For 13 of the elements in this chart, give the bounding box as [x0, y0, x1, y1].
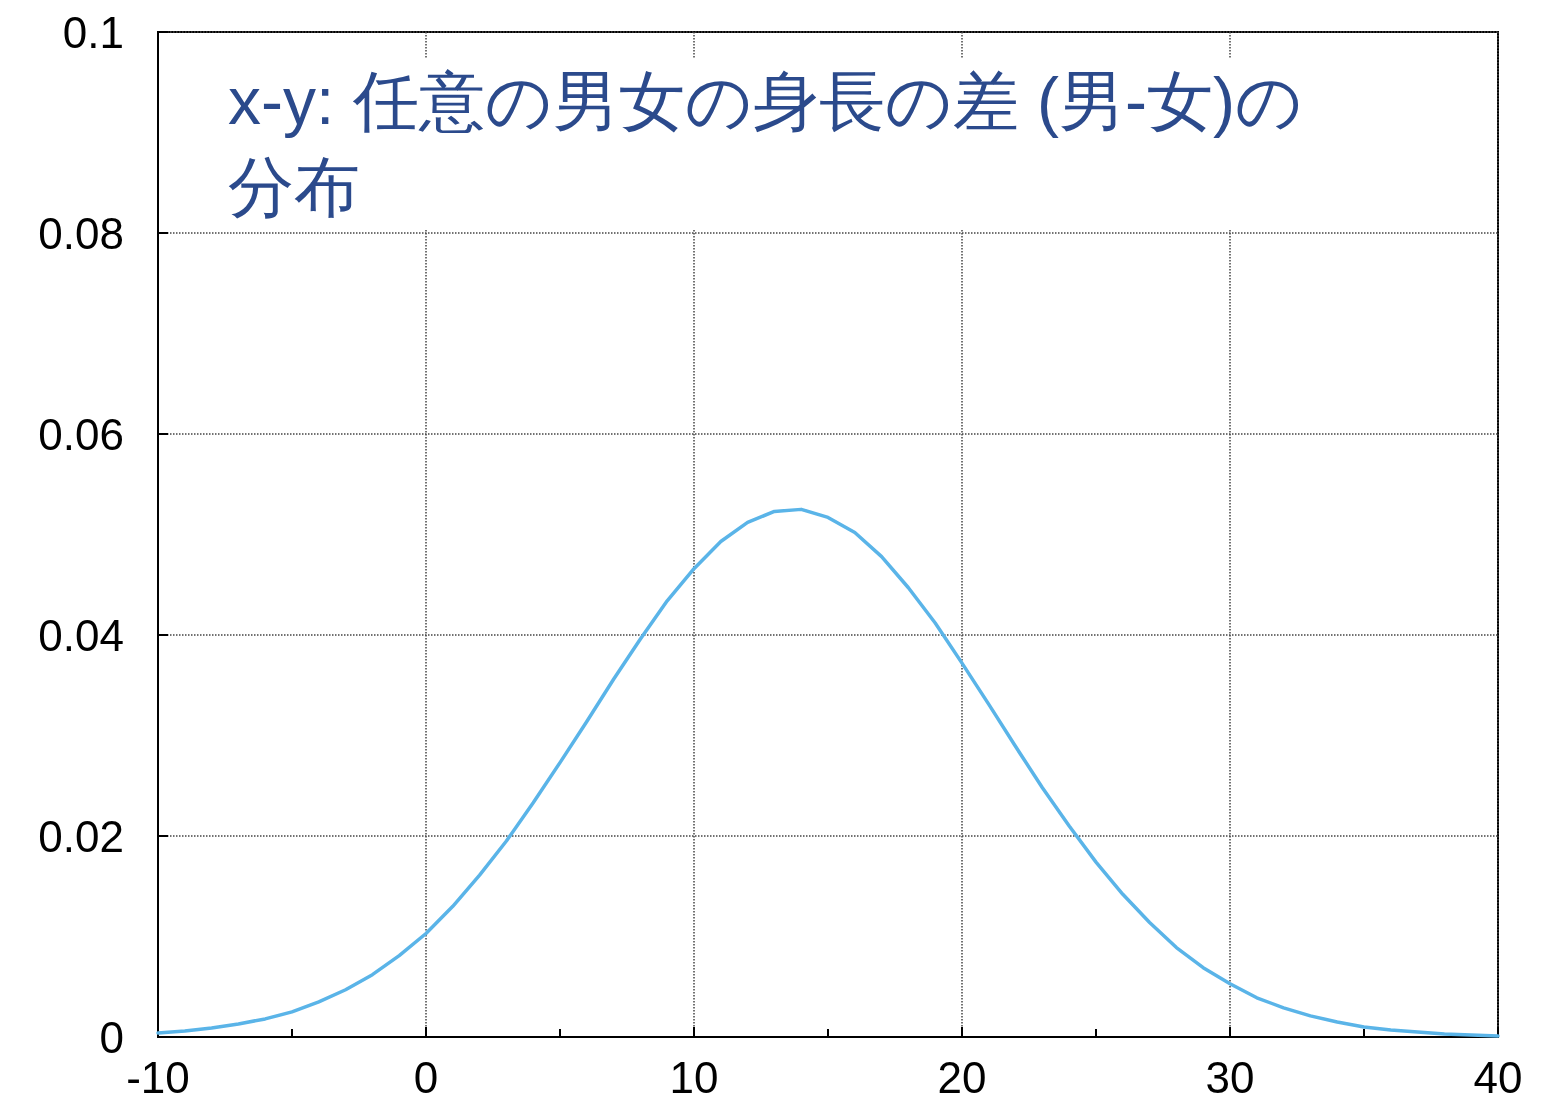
y-tick-label: 0 — [99, 1012, 124, 1062]
x-tick-label: 40 — [1473, 1052, 1523, 1102]
y-tick-label: 0.08 — [38, 208, 124, 258]
y-tick-label: 0.06 — [38, 409, 124, 459]
x-tick-label: 30 — [1205, 1052, 1255, 1102]
text: x-y: 任意の男女の身長の差 (男-女)の分布 — [228, 64, 1303, 224]
x-tick-label: 20 — [937, 1052, 987, 1102]
x-tick-label: 10 — [669, 1052, 719, 1102]
y-tick-label: 0.1 — [62, 7, 124, 57]
x-tick-label: -10 — [126, 1052, 190, 1102]
x-tick-label: 0 — [413, 1052, 439, 1102]
y-tick-label: 0.04 — [38, 610, 124, 660]
y-tick-label: 0.02 — [38, 811, 124, 861]
